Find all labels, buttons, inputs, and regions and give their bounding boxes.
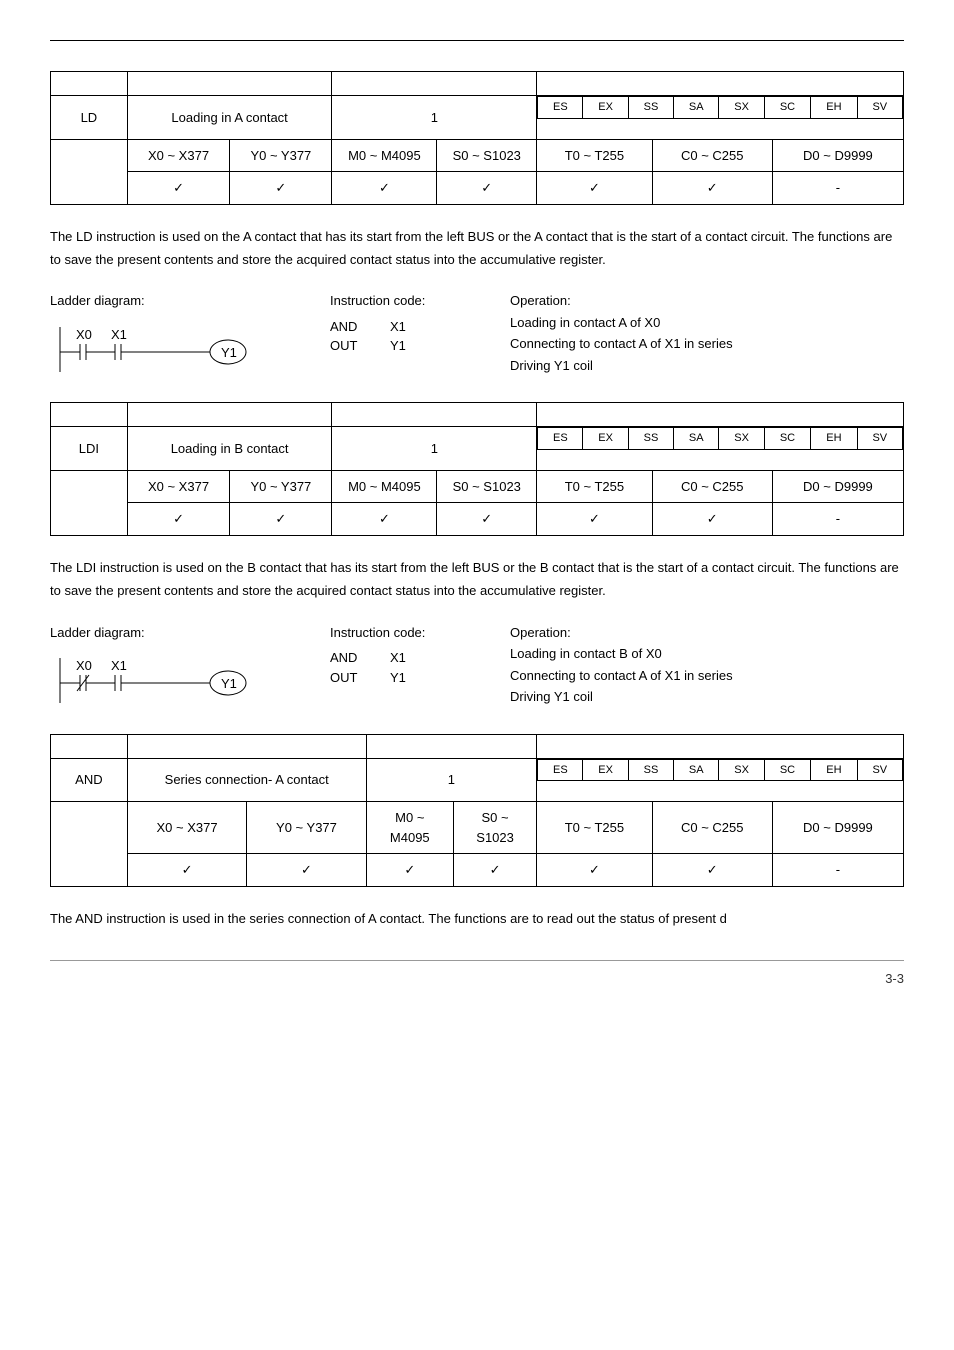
ladder-diagram-label: Ladder diagram: [50, 623, 330, 643]
ldi-controllers: ES EX SS SA SX SC EH SV [537, 427, 904, 471]
svg-text:X1: X1 [111, 658, 127, 673]
ld-function: Loading in A contact [127, 96, 332, 140]
top-border [50, 40, 904, 41]
instruction-code-label: Instruction code: [330, 291, 510, 311]
ldi-table: LDI Loading in B contact 1 ES EX SS SA S… [50, 402, 904, 536]
ld-example: Ladder diagram: X0 X1 Y1 Instruction cod… [50, 291, 904, 377]
svg-text:X1: X1 [111, 327, 127, 342]
ladder-diagram-label: Ladder diagram: [50, 291, 330, 311]
and-steps: 1 [366, 758, 537, 802]
and-table: AND Series connection- A contact 1 ES EX… [50, 734, 904, 887]
ld-steps: 1 [332, 96, 537, 140]
svg-text:X0: X0 [76, 327, 92, 342]
svg-text:Y1: Y1 [221, 676, 237, 691]
svg-text:X0: X0 [76, 658, 92, 673]
ldi-example: Ladder diagram: X0 X1 Y1 Instruction cod… [50, 623, 904, 709]
ld-table: LD Loading in A contact 1 ES EX SS SA SX… [50, 71, 904, 205]
svg-text:Y1: Y1 [221, 345, 237, 360]
and-mnemonic: AND [51, 758, 128, 802]
ldi-steps: 1 [332, 427, 537, 471]
operation-label: Operation: [510, 623, 904, 643]
and-paragraph: The AND instruction is used in the serie… [50, 907, 904, 930]
ld-ladder-svg: X0 X1 Y1 [50, 317, 300, 377]
and-function: Series connection- A contact [127, 758, 366, 802]
operation-label: Operation: [510, 291, 904, 311]
ldi-ladder-svg: X0 X1 Y1 [50, 648, 300, 708]
ld-controllers: ES EX SS SA SX SC EH SV [537, 96, 904, 140]
and-operand-label [51, 802, 128, 887]
ldi-function: Loading in B contact [127, 427, 332, 471]
ldi-mnemonic: LDI [51, 427, 128, 471]
page-number: 3-3 [50, 960, 904, 989]
instruction-code-label: Instruction code: [330, 623, 510, 643]
ldi-paragraph: The LDI instruction is used on the B con… [50, 556, 904, 603]
ld-mnemonic: LD [51, 96, 128, 140]
and-controllers: ES EX SS SA SX SC EH SV [537, 758, 904, 802]
ldi-operand-label [51, 470, 128, 535]
ld-paragraph: The LD instruction is used on the A cont… [50, 225, 904, 272]
ld-operand-label [51, 139, 128, 204]
